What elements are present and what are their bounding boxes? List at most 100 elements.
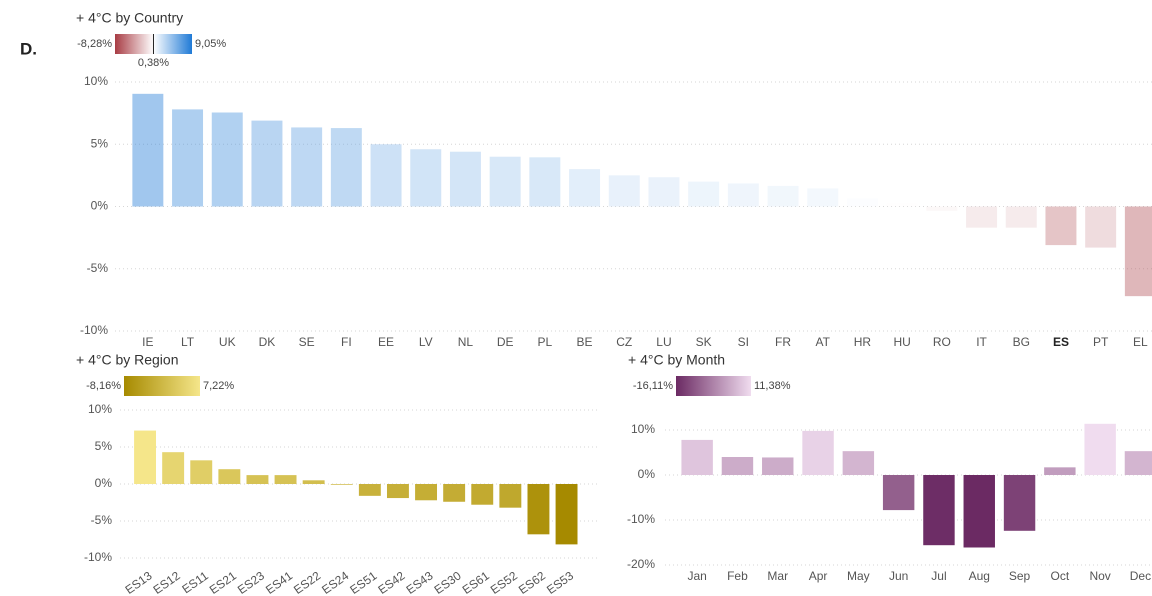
x-tick-label: May [847, 569, 870, 583]
y-tick-label: -5% [87, 261, 109, 275]
bar[interactable] [218, 469, 241, 484]
bar[interactable] [330, 128, 362, 207]
x-tick-label: ES51 [347, 568, 379, 596]
x-tick-label: EL [1133, 335, 1148, 349]
x-tick-label: ES21 [207, 568, 239, 596]
x-tick-label: ES24 [319, 568, 351, 596]
legend-min-label: -8,16% [86, 380, 121, 392]
x-tick-label: SK [696, 335, 712, 349]
bar[interactable] [1045, 206, 1077, 246]
bar[interactable] [449, 151, 481, 207]
y-tick-label: 0% [91, 199, 109, 213]
bar[interactable] [358, 484, 381, 496]
x-tick-label: ES22 [291, 568, 323, 596]
bar[interactable] [1005, 206, 1037, 228]
y-tick-label: -10% [627, 512, 655, 526]
bar[interactable] [386, 484, 409, 499]
chart-title: + 4°C by Country [76, 10, 183, 26]
bar[interactable] [688, 181, 720, 207]
legend-max-label: 9,05% [195, 38, 226, 50]
bar[interactable] [555, 484, 578, 545]
bar[interactable] [211, 112, 243, 207]
bar[interactable] [410, 149, 442, 207]
legend-max-label: 7,22% [203, 380, 234, 392]
bar[interactable] [1003, 475, 1036, 531]
bar[interactable] [291, 127, 323, 207]
y-tick-label: 10% [84, 74, 108, 88]
y-tick-label: 5% [91, 136, 109, 150]
bar[interactable] [681, 439, 713, 475]
y-tick-label: 5% [95, 439, 113, 453]
x-tick-label: ES41 [263, 568, 295, 596]
bar[interactable] [370, 144, 402, 207]
bar[interactable] [415, 484, 438, 501]
bar[interactable] [132, 93, 164, 207]
bar[interactable] [882, 475, 915, 511]
bar[interactable] [246, 475, 269, 484]
x-tick-label: IT [976, 335, 987, 349]
bar[interactable] [1124, 451, 1152, 475]
bar[interactable] [251, 120, 283, 207]
bar[interactable] [162, 452, 185, 484]
x-tick-label: Sep [1009, 569, 1031, 583]
bar[interactable] [923, 475, 955, 546]
x-tick-label: LT [181, 335, 195, 349]
x-tick-label: DK [259, 335, 276, 349]
bar[interactable] [807, 188, 839, 207]
bar[interactable] [134, 430, 157, 484]
x-tick-label: ES23 [235, 568, 267, 596]
x-tick-label: FR [775, 335, 791, 349]
bar[interactable] [802, 430, 834, 475]
x-tick-label: BG [1013, 335, 1030, 349]
legend-bar [124, 376, 200, 396]
bar[interactable] [608, 175, 640, 207]
chart-title: + 4°C by Region [76, 352, 179, 368]
x-tick-label: ES62 [516, 568, 548, 596]
bar[interactable] [1124, 206, 1152, 297]
bar[interactable] [527, 484, 550, 535]
bar[interactable] [767, 185, 799, 207]
bar[interactable] [762, 457, 794, 475]
bar[interactable] [721, 457, 754, 475]
x-tick-label: AT [816, 335, 831, 349]
bar[interactable] [330, 484, 353, 485]
x-tick-label: Aug [969, 569, 990, 583]
legend-min-label: -16,11% [633, 380, 673, 392]
x-tick-label: Oct [1051, 569, 1070, 583]
legend-min-label: -8,28% [77, 38, 112, 50]
x-tick-label: Jun [889, 569, 908, 583]
legend-bar [676, 376, 751, 396]
bar[interactable] [302, 480, 325, 484]
x-tick-label: ES53 [544, 568, 576, 596]
x-tick-label: PT [1093, 335, 1109, 349]
y-tick-label: -10% [80, 323, 108, 337]
bar[interactable] [842, 451, 875, 475]
bar[interactable] [569, 169, 601, 207]
bar[interactable] [846, 198, 878, 207]
bar[interactable] [963, 475, 995, 548]
bar[interactable] [190, 460, 213, 484]
x-tick-label: Feb [727, 569, 748, 583]
bar[interactable] [886, 203, 918, 207]
bar[interactable] [727, 183, 759, 207]
bar[interactable] [1044, 467, 1076, 475]
bar[interactable] [274, 475, 297, 484]
bar[interactable] [1085, 206, 1117, 248]
legend-max-label: 11,38% [754, 380, 791, 392]
bar[interactable] [926, 206, 958, 211]
bar[interactable] [443, 484, 466, 502]
bar[interactable] [489, 156, 521, 207]
x-tick-label: Jan [687, 569, 706, 583]
y-tick-label: 0% [95, 476, 113, 490]
bar[interactable] [471, 484, 494, 505]
x-tick-label: PL [538, 335, 553, 349]
x-tick-label: CZ [616, 335, 632, 349]
x-tick-label: Mar [767, 569, 788, 583]
bar[interactable] [529, 157, 561, 207]
x-tick-label: ES61 [460, 568, 492, 596]
bar[interactable] [499, 484, 522, 508]
bar[interactable] [648, 177, 680, 207]
bar[interactable] [172, 109, 204, 207]
bar[interactable] [1084, 423, 1116, 475]
bar[interactable] [966, 206, 998, 228]
